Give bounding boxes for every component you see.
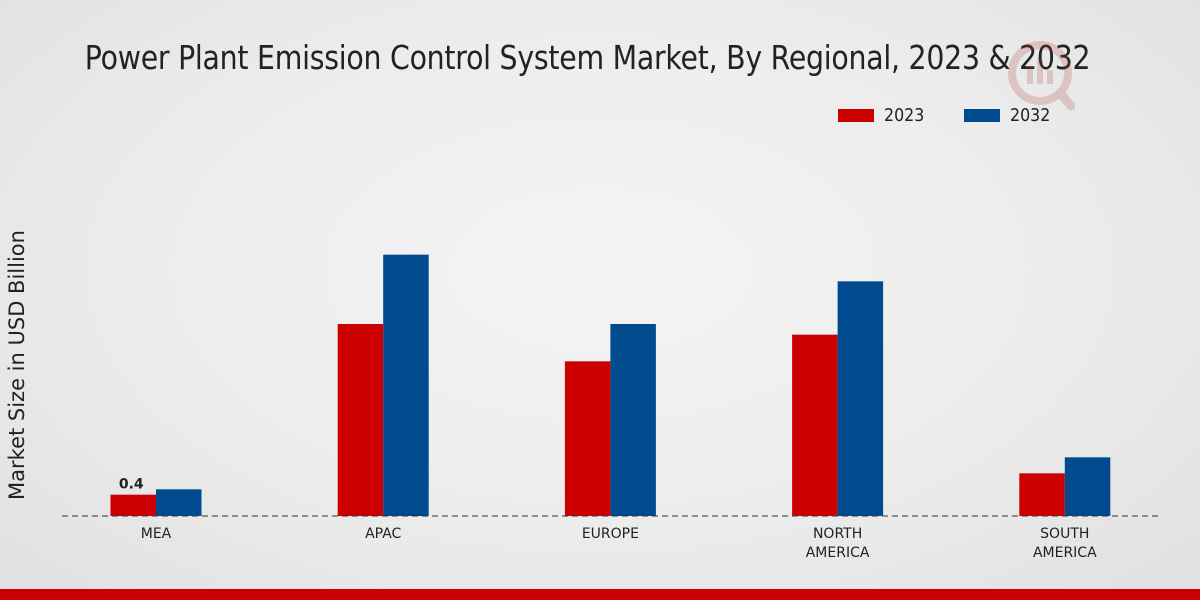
legend-swatch-2032: [963, 108, 1000, 122]
x-tick-label-2: EUROPE: [582, 526, 639, 542]
legend-swatch-2023: [838, 108, 874, 122]
legend: 2023 2032: [838, 104, 1090, 126]
bar-2032-mea: [156, 489, 202, 516]
bar-2023-north-america: [792, 334, 838, 516]
x-tick-label-0: MEA: [141, 526, 172, 542]
x-tick-label-1: APAC: [365, 526, 401, 542]
data-label-0: 0.4: [119, 477, 144, 493]
footer-bar: [0, 589, 1200, 600]
bar-2032-europe: [610, 324, 656, 516]
bar-2023-mea: [110, 494, 156, 516]
bar-2023-south-america: [1019, 473, 1065, 516]
x-tick-label-3: NORTH AMERICA: [806, 526, 870, 561]
watermark-logo: [1008, 41, 1075, 111]
chart-title: Power Plant Emission Control System Mark…: [84, 38, 1091, 77]
legend-item-2032: 2032: [963, 104, 1056, 126]
legend-item-2023: 2023: [838, 105, 930, 126]
bar-2032-apac: [383, 254, 429, 516]
bar-2023-apac: [337, 324, 384, 516]
bar-2023-europe: [564, 361, 611, 516]
legend-label-2032: 2032: [1009, 104, 1051, 126]
x-tick-label-4: SOUTH AMERICA: [1033, 526, 1097, 561]
bar-2032-south-america: [1064, 457, 1111, 516]
legend-label-2023: 2023: [884, 104, 925, 126]
bar-2032-north-america: [837, 281, 884, 516]
